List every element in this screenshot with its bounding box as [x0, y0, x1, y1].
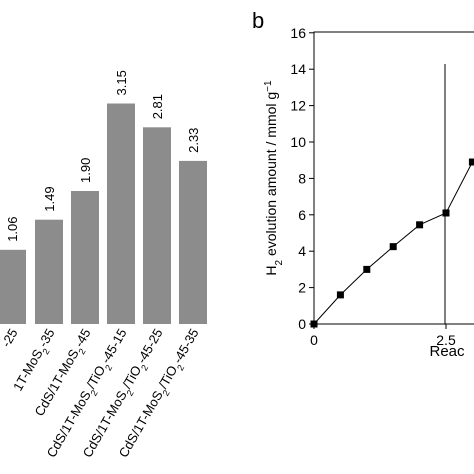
bar-value-label: 2.81: [150, 94, 165, 119]
x-tick-label: 2.5: [436, 332, 456, 348]
bar: [179, 160, 207, 324]
y-tick-label: 10: [290, 134, 306, 150]
x-axis-label: Reac: [429, 343, 465, 360]
category-label: -25: [0, 326, 21, 350]
data-point: [389, 243, 397, 251]
data-point: [310, 320, 318, 328]
y-tick-label: 16: [290, 25, 306, 41]
y-tick-label: 0: [298, 316, 306, 332]
bar-value-label: 1.90: [78, 158, 93, 183]
bar: [71, 191, 99, 324]
bar-value-label: 2.33: [186, 128, 201, 153]
plot-frame: [313, 31, 474, 325]
bar: [35, 219, 63, 324]
bar-value-label: 3.15: [114, 70, 129, 95]
y-axis-label: H2 evolution amount / mmol g−1: [263, 80, 285, 276]
x-tick-label: 0: [310, 332, 318, 348]
y-tick-label: 2: [298, 280, 306, 296]
panel-label: b: [252, 8, 264, 33]
value-labels: 1.06 1.49 1.90 3.15 2.81 2.33: [5, 70, 201, 242]
bar: [0, 249, 26, 324]
y-tick-label: 12: [290, 98, 306, 114]
data-series: [310, 158, 474, 328]
series-line: [313, 160, 474, 325]
data-point: [468, 158, 474, 166]
y-tick-label: 6: [298, 207, 306, 223]
y-tick-label: 8: [298, 170, 306, 186]
y-tick-label: 4: [298, 243, 306, 259]
category-labels: -251T-MoS2-35CdS/1T-MoS2-45CdS/1T-MoS2/T…: [0, 326, 202, 460]
panel-a: 1.06 1.49 1.90 3.15 2.81 2.33 -251T-MoS2-35Cd…: [0, 70, 207, 460]
bar: [143, 127, 171, 324]
bar-value-label: 1.49: [42, 186, 57, 211]
bar-value-label: 1.06: [5, 216, 20, 241]
y-axis-ticks: 0 2 4 6 8 10 12 14 16: [290, 25, 314, 332]
y-tick-label: 14: [290, 61, 306, 77]
bar: [107, 103, 135, 324]
data-point: [363, 265, 371, 273]
data-point: [416, 221, 424, 229]
bar-series: [0, 103, 207, 324]
data-point: [442, 209, 450, 217]
data-point: [336, 291, 344, 299]
